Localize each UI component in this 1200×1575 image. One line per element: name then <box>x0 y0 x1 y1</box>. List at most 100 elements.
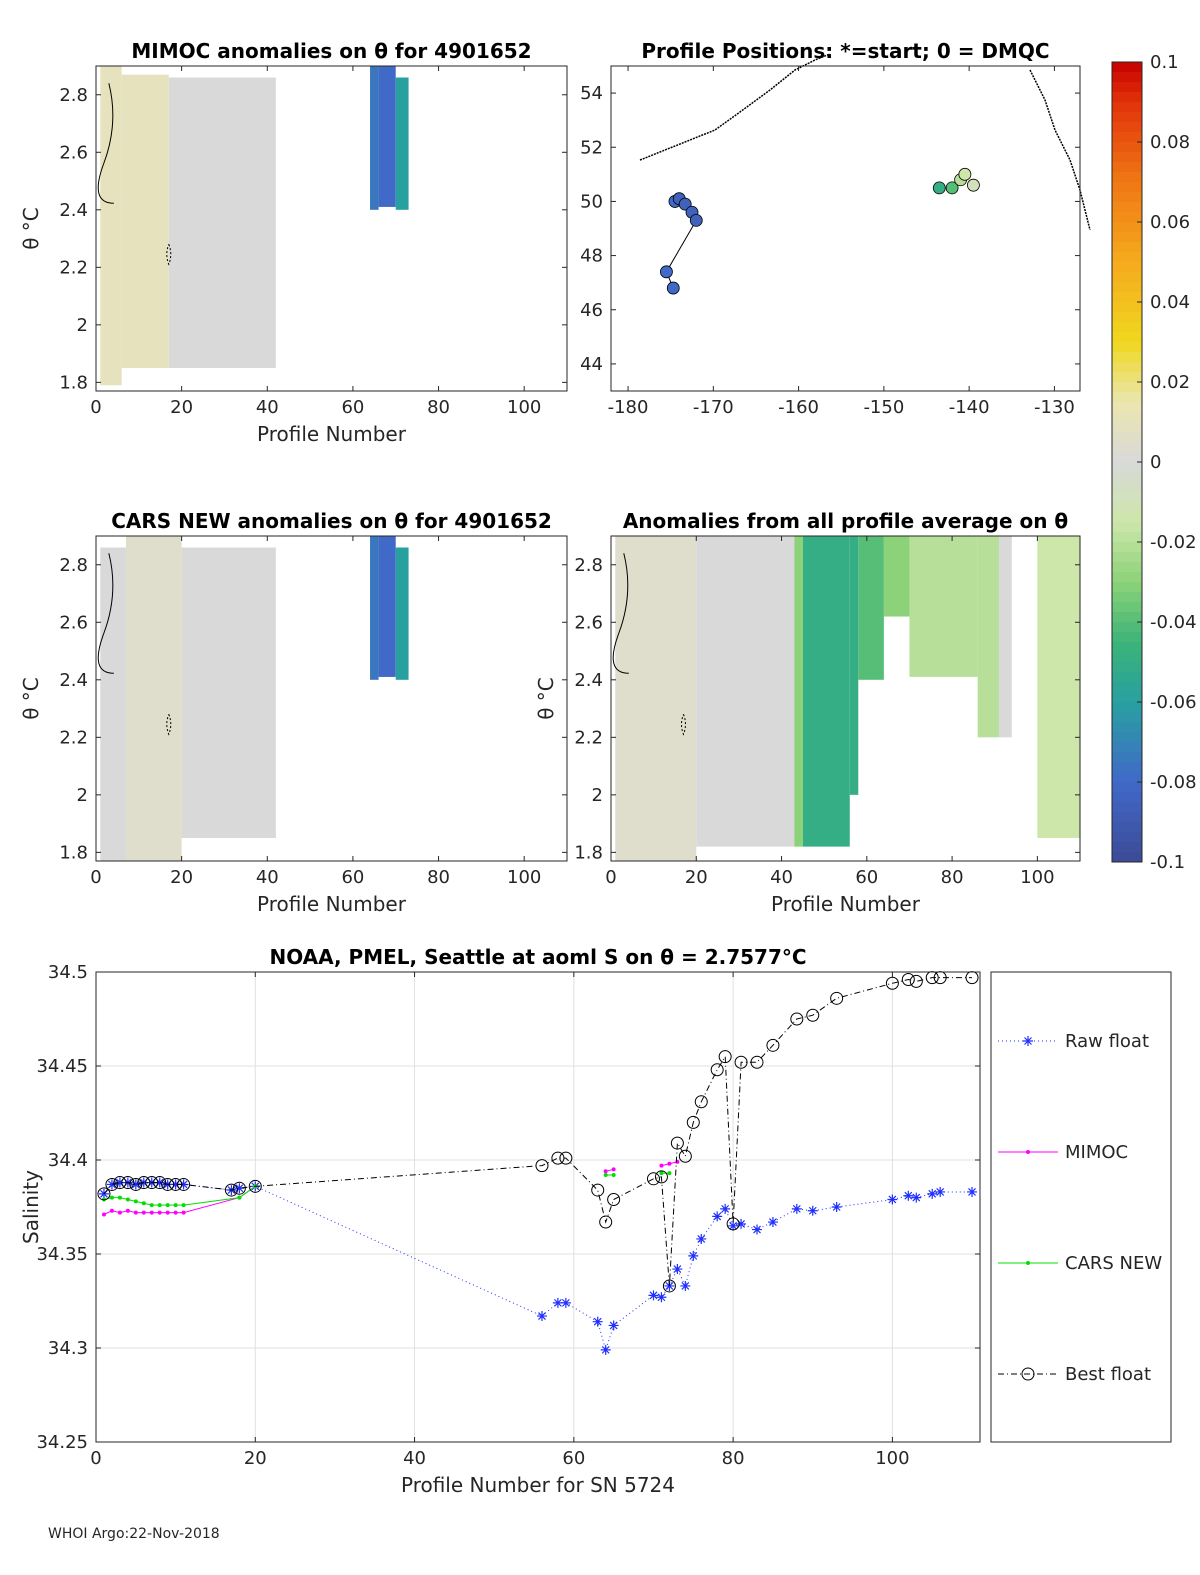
data-point <box>165 1203 170 1208</box>
colorbar-swatch <box>1112 742 1142 753</box>
data-point <box>551 1151 565 1165</box>
colorbar-swatch <box>1112 762 1142 773</box>
heatmap-cell <box>794 536 803 847</box>
colorbar-swatch <box>1112 552 1142 563</box>
data-point <box>130 1179 141 1190</box>
data-point <box>535 1159 549 1173</box>
data-point <box>750 1055 764 1069</box>
heatmap-cell <box>168 77 276 368</box>
y-tick-label: 34.4 <box>48 1150 88 1171</box>
data-point <box>831 1202 842 1212</box>
colorbar-swatch <box>1112 732 1142 743</box>
colorbar-swatch <box>1112 582 1142 593</box>
x-tick-label: 20 <box>244 1448 267 1469</box>
heatmap-cell <box>100 66 122 386</box>
colorbar-swatch <box>1112 812 1142 823</box>
colorbar-swatch <box>1112 102 1142 113</box>
y-tick-label: 52 <box>580 137 603 158</box>
data-point <box>611 1167 616 1172</box>
x-tick-label: 60 <box>855 867 878 888</box>
data-point <box>137 1176 151 1190</box>
colorbar-swatch <box>1112 602 1142 613</box>
data-point <box>591 1183 605 1197</box>
data-point <box>656 1292 667 1303</box>
colorbar-swatch <box>1112 612 1142 623</box>
x-tick-label: 60 <box>341 867 364 888</box>
data-point <box>1026 1261 1030 1265</box>
x-tick-label: 40 <box>403 1448 426 1469</box>
position-point <box>967 178 980 192</box>
heatmap-cell <box>696 536 795 847</box>
y-tick-label: 34.25 <box>36 1432 88 1453</box>
data-point <box>1026 1150 1030 1154</box>
y-tick-label: 2 <box>77 785 88 806</box>
colorbar-swatch <box>1112 502 1142 513</box>
x-tick-label: 0 <box>605 867 616 888</box>
y-tick-label: 34.35 <box>36 1244 88 1265</box>
x-tick-label: 80 <box>427 867 450 888</box>
x-axis-label: Profile Number <box>257 422 407 446</box>
heatmap-cell <box>1037 536 1080 838</box>
data-point <box>830 991 844 1005</box>
data-point <box>734 1055 748 1069</box>
x-tick-label: 80 <box>941 867 964 888</box>
colorbar-swatch <box>1112 722 1142 733</box>
data-point <box>720 1203 731 1214</box>
data-point <box>177 1177 191 1191</box>
contour-line <box>97 553 114 674</box>
data-point <box>153 1176 167 1190</box>
x-tick-label: 40 <box>256 397 279 418</box>
heatmap-cell <box>883 536 910 617</box>
data-point <box>712 1211 723 1222</box>
colorbar-swatch <box>1112 772 1142 783</box>
colorbar-swatch <box>1112 542 1142 553</box>
data-point <box>646 1172 660 1186</box>
data-point <box>909 974 923 988</box>
colorbar-swatch <box>1112 172 1142 183</box>
data-point <box>686 1115 700 1129</box>
data-point <box>672 1264 683 1275</box>
contour-line <box>680 714 686 736</box>
series-best-float <box>97 971 979 1293</box>
colorbar-swatch <box>1112 782 1142 793</box>
colorbar-swatch <box>1112 842 1142 853</box>
legend-label: Raw float <box>1065 1031 1149 1052</box>
series-line <box>103 1182 972 1352</box>
x-tick-label: 100 <box>1020 867 1054 888</box>
data-point <box>181 1210 186 1215</box>
y-axis-label: θ °C <box>534 677 558 720</box>
data-point <box>117 1210 122 1215</box>
x-tick-label: -150 <box>863 397 904 418</box>
data-point <box>536 1311 547 1322</box>
heatmap-cell <box>370 66 379 210</box>
data-point <box>807 1205 818 1216</box>
x-tick-label: -170 <box>693 397 734 418</box>
colorbar-swatch <box>1112 682 1142 693</box>
data-point <box>680 1280 691 1291</box>
data-point <box>728 1220 739 1231</box>
colorbar-swatch <box>1112 792 1142 803</box>
x-axis-label: Profile Number <box>257 892 407 916</box>
data-point <box>903 1190 914 1201</box>
x-tick-label: 0 <box>90 1448 101 1469</box>
position-point <box>689 213 703 227</box>
x-tick-label: 40 <box>256 867 279 888</box>
data-point <box>659 1171 664 1176</box>
y-tick-label: 2.6 <box>574 612 603 633</box>
colorbar-swatch <box>1112 422 1142 433</box>
data-point <box>603 1173 608 1178</box>
data-point <box>114 1177 125 1188</box>
colorbar-swatch <box>1112 672 1142 683</box>
y-axis-label: Salinity <box>19 1170 43 1244</box>
heatmap-cell <box>858 536 884 680</box>
colorbar-swatch <box>1112 132 1142 143</box>
data-point <box>694 1095 708 1109</box>
data-point <box>109 1195 114 1200</box>
data-point <box>662 1279 676 1293</box>
x-tick-label: 0 <box>90 397 101 418</box>
colorbar-tick-label: -0.04 <box>1150 612 1197 633</box>
data-point <box>726 1217 740 1231</box>
y-tick-label: 2.6 <box>59 612 88 633</box>
data-point <box>161 1177 175 1191</box>
